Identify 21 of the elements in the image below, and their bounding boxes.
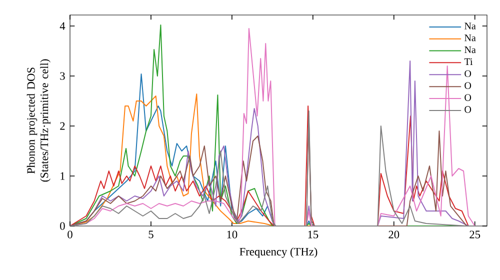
x-tick-label: 5 xyxy=(148,230,154,238)
y-tick-label: 2 xyxy=(60,122,65,130)
legend-label: O xyxy=(464,70,472,78)
y-tick-label: 4 xyxy=(60,22,66,30)
legend-label: Ti xyxy=(464,58,473,65)
x-tick-label: 0 xyxy=(68,230,72,238)
x-axis-title: Frequency (THz) xyxy=(240,248,318,258)
legend-label: Na xyxy=(464,34,476,42)
x-tick-label: 20 xyxy=(388,230,400,238)
y-tick-label: 3 xyxy=(60,72,65,80)
legend-label: O xyxy=(464,106,472,113)
y-axis-title: Phonon projected DOS (States/THz·primitive cell) xyxy=(26,59,50,182)
legend-label: O xyxy=(464,82,472,89)
x-tick-label: 15 xyxy=(308,230,318,238)
y-tick-label: 1 xyxy=(60,172,65,180)
x-tick-label: 10 xyxy=(227,230,238,238)
y-tick-label: 0 xyxy=(60,222,65,230)
legend-label: Na xyxy=(464,22,476,30)
legend-label: O xyxy=(464,94,472,101)
legend-label: Na xyxy=(464,46,476,54)
x-tick-label: 25 xyxy=(470,230,480,238)
